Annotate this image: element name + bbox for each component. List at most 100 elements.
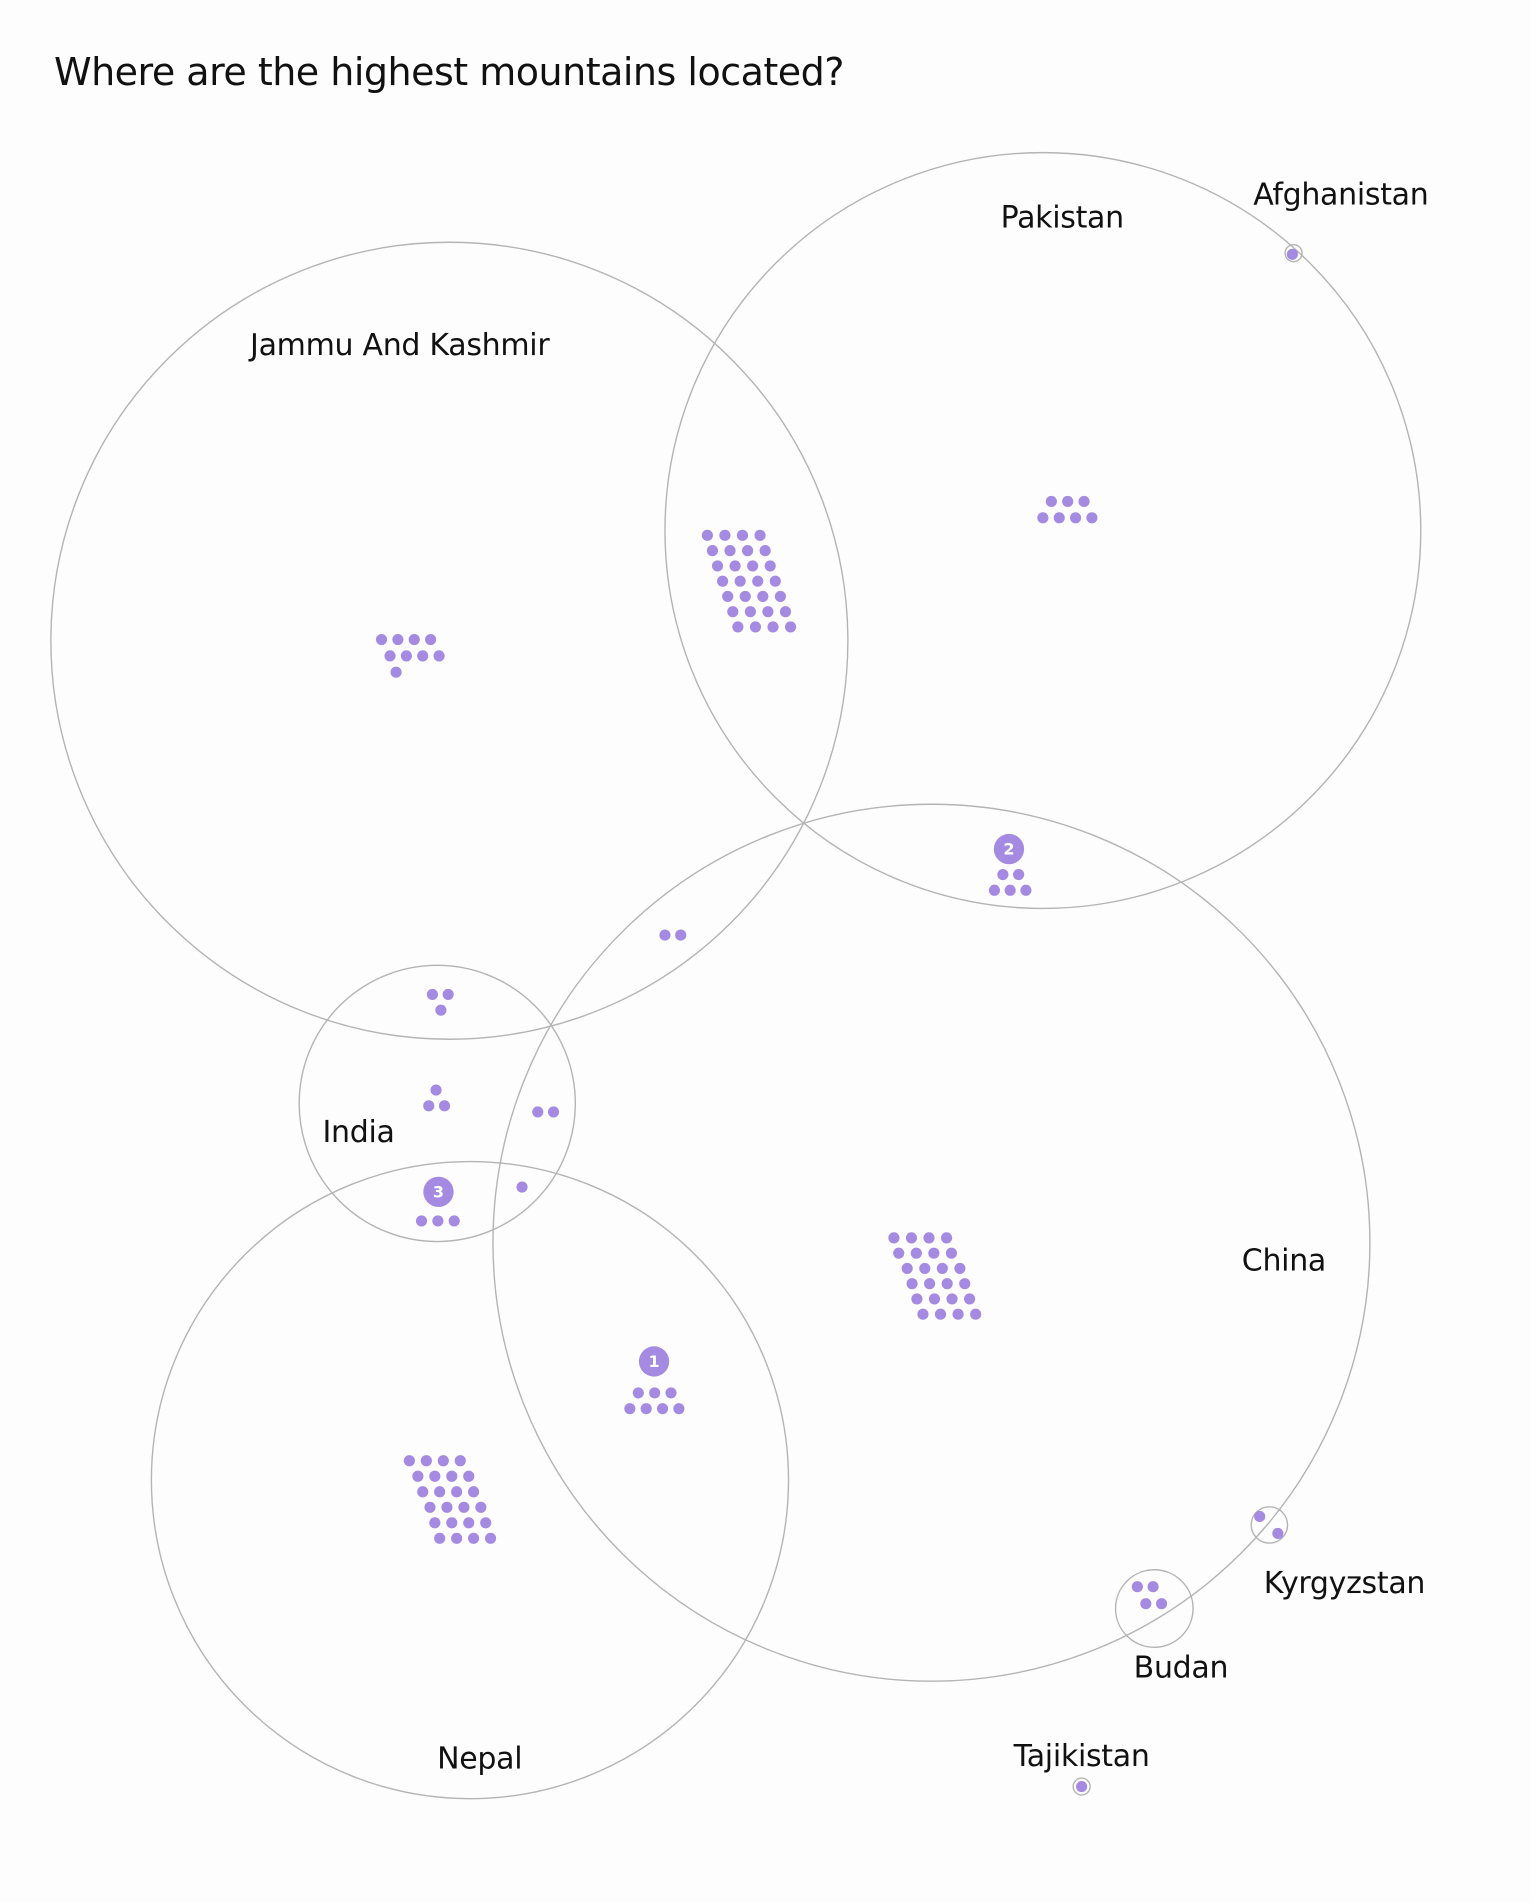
- mountain-dot[interactable]: [429, 1517, 441, 1529]
- mountain-dot[interactable]: [640, 1403, 652, 1415]
- mountain-dot[interactable]: [429, 1470, 441, 1482]
- mountain-dot[interactable]: [762, 606, 774, 618]
- mountain-dot[interactable]: [430, 1084, 442, 1096]
- mountain-dot[interactable]: [417, 650, 429, 662]
- mountain-dot[interactable]: [952, 1308, 964, 1320]
- mountain-dot[interactable]: [392, 633, 404, 646]
- mountain-dot[interactable]: [1070, 512, 1082, 524]
- mountain-dot[interactable]: [767, 621, 779, 633]
- mountain-dot[interactable]: [736, 529, 749, 541]
- mountain-dot[interactable]: [905, 1232, 918, 1244]
- mountain-dot[interactable]: [934, 1308, 947, 1320]
- mountain-dot[interactable]: [911, 1293, 923, 1305]
- mountain-dot[interactable]: [717, 575, 729, 587]
- mountain-dot[interactable]: [764, 560, 776, 572]
- mountain-dot[interactable]: [936, 1262, 948, 1274]
- mountain-dot[interactable]: [901, 1262, 913, 1274]
- mountain-dot[interactable]: [759, 545, 771, 557]
- mountain-dot[interactable]: [451, 1532, 463, 1544]
- mountain-dot[interactable]: [434, 1532, 446, 1544]
- mountain-dot[interactable]: [893, 1247, 905, 1259]
- mountain-dot[interactable]: [1062, 495, 1074, 508]
- mountain-dot[interactable]: [624, 1403, 636, 1415]
- mountain-dot[interactable]: [532, 1106, 544, 1118]
- mountain-dot[interactable]: [463, 1517, 475, 1529]
- mountain-dot[interactable]: [1013, 868, 1025, 881]
- mountain-dot[interactable]: [1020, 884, 1032, 896]
- mountain-dot[interactable]: [656, 1403, 669, 1415]
- mountain-dot[interactable]: [742, 545, 754, 557]
- mountain-dot[interactable]: [437, 1455, 449, 1467]
- mountain-dot[interactable]: [1131, 1581, 1143, 1593]
- mountain-dot[interactable]: [1286, 248, 1298, 260]
- mountain-dot[interactable]: [959, 1278, 971, 1290]
- mountain-dot[interactable]: [675, 929, 687, 941]
- mountain-dot[interactable]: [446, 1470, 458, 1482]
- mountain-dot[interactable]: [442, 988, 454, 1000]
- mountain-dot[interactable]: [659, 929, 671, 941]
- mountain-dot[interactable]: [475, 1501, 487, 1513]
- mountain-dot[interactable]: [458, 1501, 470, 1513]
- mountain-dot[interactable]: [468, 1532, 480, 1544]
- mountain-dot[interactable]: [946, 1293, 958, 1305]
- mountain-dot[interactable]: [400, 650, 412, 662]
- mountain-dot[interactable]: [906, 1278, 918, 1290]
- mountain-dot[interactable]: [941, 1232, 953, 1244]
- mountain-dot[interactable]: [424, 1501, 436, 1513]
- mountain-dot[interactable]: [1004, 884, 1016, 896]
- mountain-dot[interactable]: [1156, 1598, 1168, 1610]
- mountain-dot[interactable]: [744, 606, 756, 618]
- mountain-dot[interactable]: [433, 650, 445, 662]
- mountain-dot[interactable]: [747, 560, 759, 572]
- mountain-dot[interactable]: [945, 1247, 957, 1259]
- mountain-dot[interactable]: [446, 1517, 458, 1529]
- mountain-dot[interactable]: [749, 621, 762, 633]
- mountain-dot[interactable]: [403, 1455, 415, 1467]
- mountain-dot[interactable]: [384, 650, 396, 662]
- mountain-dot[interactable]: [729, 560, 741, 572]
- mountain-dot[interactable]: [769, 575, 781, 587]
- mountain-dot[interactable]: [701, 529, 713, 541]
- mountain-dot[interactable]: [1045, 495, 1057, 508]
- mountain-dot[interactable]: [1140, 1598, 1152, 1610]
- mountain-dot[interactable]: [739, 590, 751, 602]
- mountain-dot[interactable]: [454, 1455, 466, 1467]
- mountain-dot[interactable]: [923, 1232, 935, 1244]
- mountain-dot[interactable]: [390, 666, 402, 678]
- mountain-dot[interactable]: [752, 575, 764, 587]
- mountain-dot[interactable]: [649, 1387, 661, 1399]
- mountain-dot[interactable]: [1086, 512, 1098, 524]
- mountain-dot[interactable]: [412, 1470, 424, 1482]
- mountain-dot[interactable]: [997, 868, 1009, 881]
- mountain-dot[interactable]: [928, 1293, 941, 1305]
- mountain-dot[interactable]: [516, 1181, 528, 1193]
- mountain-dot[interactable]: [954, 1262, 966, 1274]
- mountain-dot[interactable]: [1078, 495, 1090, 508]
- mountain-dot[interactable]: [434, 1486, 446, 1498]
- mountain-dot[interactable]: [632, 1387, 644, 1399]
- mountain-dot[interactable]: [757, 590, 769, 602]
- mountain-dot[interactable]: [484, 1532, 497, 1544]
- mountain-dot[interactable]: [928, 1247, 940, 1259]
- mountain-dot[interactable]: [463, 1470, 475, 1482]
- mountain-dot[interactable]: [415, 1215, 428, 1227]
- mountain-dot[interactable]: [1254, 1510, 1266, 1523]
- mountain-dot[interactable]: [547, 1106, 560, 1118]
- mountain-dot[interactable]: [451, 1486, 463, 1498]
- mountain-dot[interactable]: [910, 1247, 922, 1259]
- mountain-dot[interactable]: [480, 1517, 492, 1529]
- mountain-dot[interactable]: [1037, 512, 1049, 524]
- mountain-dot[interactable]: [420, 1455, 432, 1467]
- mountain-dot[interactable]: [438, 1100, 451, 1112]
- mountain-dot[interactable]: [732, 621, 744, 633]
- mountain-dot[interactable]: [964, 1293, 976, 1305]
- mountain-dot[interactable]: [423, 1100, 435, 1112]
- mountain-dot[interactable]: [1076, 1780, 1088, 1793]
- mountain-dot[interactable]: [1272, 1527, 1284, 1539]
- mountain-dot[interactable]: [673, 1403, 685, 1415]
- mountain-dot[interactable]: [711, 560, 724, 572]
- mountain-dot[interactable]: [754, 529, 766, 541]
- mountain-dot[interactable]: [435, 1004, 447, 1016]
- mountain-dot[interactable]: [665, 1387, 677, 1399]
- mountain-dot[interactable]: [468, 1486, 480, 1498]
